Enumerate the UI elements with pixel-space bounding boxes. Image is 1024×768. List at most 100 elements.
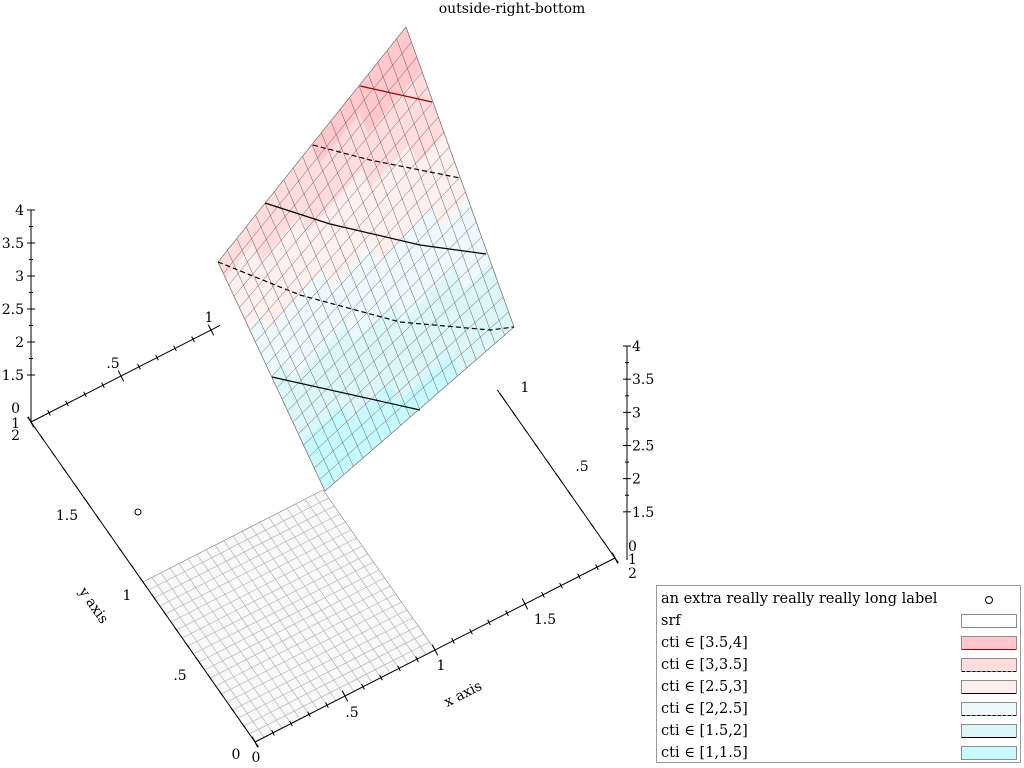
y-axis-back-line [30,324,221,423]
y-tick [152,595,157,601]
contour-2.5 [264,202,487,255]
x-tick-label: 0 [252,750,261,766]
z-tick-label-left: 2.5 [2,302,24,318]
y-tick [185,643,190,649]
surface-cell [450,288,472,322]
y-tick [40,435,45,441]
surface-cell [352,276,374,310]
legend-entry: cti ∈ [2.5,3] [657,677,1020,699]
x-back-tick [83,391,87,398]
legend-entry: srf [657,611,1020,633]
surface-cell [313,182,336,217]
floor-fill [143,490,435,742]
surface-cell [286,395,308,426]
y-back-tick [534,443,539,449]
surface-cell [302,250,324,284]
surface-cell [396,339,418,372]
z-tick-label-left: 2 [11,428,20,444]
surface-cell [329,403,351,434]
surface-grid-line [255,131,444,343]
surface-cell [287,214,309,249]
surface-cell [300,198,322,233]
surface-cell [244,211,266,246]
legend-label: cti ∈ [1.5,2] [661,723,748,739]
surface-grid-line [396,38,505,336]
extra-point-marker [134,508,142,516]
x-back-tick [173,345,177,352]
surface-cell [248,312,270,344]
surface-cell [325,305,347,338]
legend-swatch [961,746,1017,760]
y-tick [219,691,224,697]
surface-cell [231,228,253,262]
contour-3.5 [359,85,433,103]
surface-cell [260,246,282,280]
legend-swatch [961,680,1017,694]
surface-cell [271,362,293,393]
x-back-tick-label: .5 [106,356,119,372]
y-back-tick-label: .5 [575,459,588,475]
surface-cell [454,198,476,234]
z-tick-label-right: 2 [628,566,637,582]
surface-cell [365,262,387,296]
y-back-tick [611,552,619,564]
surface-cell [269,313,291,346]
x-back-tick [117,370,125,382]
legend-swatch [961,614,1017,628]
surface-grid-line [358,85,467,369]
surface-cell [325,110,347,147]
legend-line-sample [962,649,1016,650]
surface-cell [381,301,403,334]
z-tick-label-right: 3 [632,405,641,421]
surface-cell [338,94,360,131]
surface-cell [492,305,514,339]
y-tick-label: 0 [232,747,241,763]
y-back-tick [590,523,595,529]
x-tick [325,702,329,709]
legend-label: cti ∈ [3,3.5] [661,657,748,673]
x-axis-title: x axis [442,678,485,711]
y-tick [107,531,112,537]
z-tick-label-left: 1 [11,416,20,432]
x-tick [595,564,599,571]
surface-cell [465,329,487,363]
y-tick [129,563,134,569]
surface-cell [315,235,337,269]
y-back-tick [555,472,563,484]
legend-entry: cti ∈ [1,1.5] [657,743,1020,765]
surface-cell [423,112,445,150]
surface-cell [461,219,484,255]
surface-cell [331,272,353,306]
z-tick-label-right: 0 [628,539,637,555]
x-back-tick-label: 1 [205,310,214,326]
x-tick [577,573,581,580]
x-back-tick [191,336,195,343]
z-tick-label-left: 2 [15,335,24,351]
z-tick-label-right: 4 [632,339,641,355]
legend-line-sample [962,715,1016,716]
y-back-tick [601,539,606,545]
surface-grid-line [239,86,428,308]
axes [27,209,631,748]
surface-cell [263,345,285,377]
legend-entry: cti ∈ [3.5,4] [657,633,1020,655]
surface-cell [358,243,380,277]
surface-cell [458,309,480,342]
legend-line-sample [962,671,1016,672]
x-tick [541,591,545,598]
x-tick [559,582,563,589]
y-tick [73,483,78,489]
y-back-tick [523,427,528,433]
surface-cell [279,196,301,231]
surface-cell [354,134,376,170]
surface-outline [217,26,515,492]
surface-cell [471,296,493,330]
chart-title: outside-right-bottom [438,1,586,17]
surface-cell [300,382,322,413]
surface-cell [262,296,284,329]
z-tick-label-left: 3 [15,269,24,285]
surface-cell [394,85,416,123]
y-axis-title: y axis [75,584,112,627]
legend-label: srf [661,613,681,629]
surface-grid-line [349,97,458,377]
